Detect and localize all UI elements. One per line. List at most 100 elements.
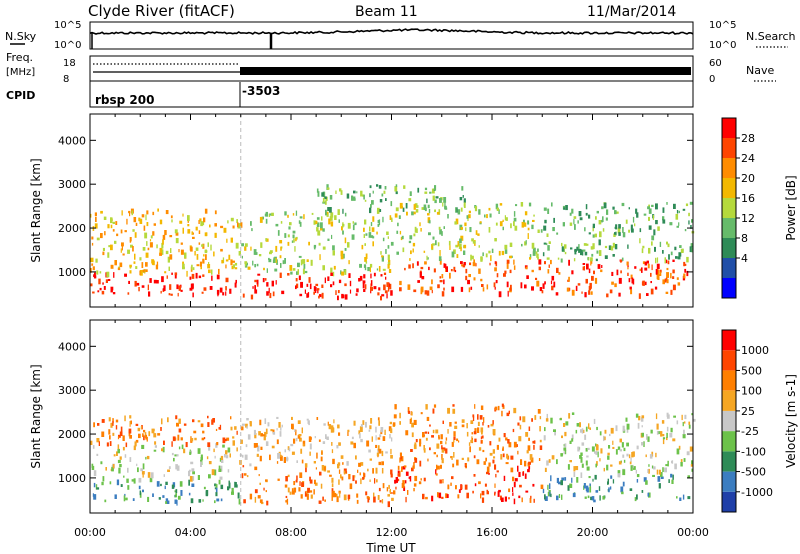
power-cell (96, 237, 100, 241)
power-cell (156, 244, 158, 249)
power-cell (578, 248, 582, 253)
power-cell (389, 283, 392, 290)
velocity-cell (522, 472, 524, 476)
power-cell (691, 219, 694, 223)
velocity-cell (585, 448, 588, 452)
velocity-cell (132, 498, 135, 501)
power-cell (189, 287, 193, 291)
velocity-cell (431, 435, 434, 438)
power-cell (488, 207, 491, 211)
power-cell (342, 208, 344, 214)
power-ylabel: Slant Range [km] (29, 158, 43, 262)
power-cell (246, 262, 248, 266)
power-cell (472, 240, 476, 244)
x-tick-label: 08:00 (275, 526, 307, 539)
velocity-cell (135, 423, 139, 426)
velocity-cell (473, 455, 476, 459)
power-cell (316, 288, 320, 291)
velocity-cell (237, 492, 240, 499)
velocity-cell (643, 441, 645, 447)
velocity-cell (585, 460, 588, 466)
velocity-cell (551, 455, 555, 460)
power-cell (509, 269, 512, 274)
power-cell (369, 263, 373, 268)
velocity-cell (399, 452, 402, 457)
velocity-cell (109, 481, 112, 485)
power-cell (327, 207, 330, 212)
power-cell (145, 269, 148, 272)
velocity-cell (571, 434, 574, 440)
power-cell (611, 271, 614, 276)
power-cell (471, 255, 474, 260)
power-cell (632, 278, 635, 285)
velocity-cell (408, 476, 411, 479)
power-cell (346, 193, 350, 199)
nsky-trace (89, 28, 694, 35)
velocity-cell (528, 465, 531, 470)
velocity-cell (474, 404, 476, 409)
power-cell (690, 243, 693, 248)
power-cell (299, 221, 302, 227)
velocity-cell (92, 445, 95, 449)
velocity-cell (422, 493, 425, 500)
power-cell (513, 221, 515, 227)
velocity-cell (297, 434, 301, 439)
velocity-cell (249, 463, 252, 467)
station-title: Clyde River (fitACF) (88, 2, 235, 20)
velocity-cell (367, 468, 369, 472)
power-cell (405, 203, 408, 209)
velocity-cell (437, 492, 439, 498)
power-cell (482, 287, 485, 292)
power-cell (447, 214, 449, 219)
velocity-cell (258, 431, 261, 436)
power-cell (601, 265, 603, 268)
power-cell (506, 263, 509, 269)
velocity-cell (163, 474, 165, 477)
velocity-cell (375, 467, 378, 474)
beam-label: Beam 11 (355, 4, 418, 20)
power-cell (496, 273, 499, 278)
power-cell (383, 284, 386, 291)
power-cell (651, 204, 654, 207)
power-cell (176, 284, 179, 290)
power-cell (628, 278, 631, 283)
velocity-cell (671, 460, 673, 464)
velocity-cell (257, 495, 261, 499)
power-cell (175, 232, 179, 236)
velocity-cell (610, 427, 614, 434)
velocity-cell (291, 416, 293, 420)
power-cell (655, 269, 658, 275)
velocity-cell (657, 476, 661, 482)
velocity-cell (441, 454, 443, 460)
velocity-cell (666, 426, 669, 432)
velocity-cell (496, 470, 499, 473)
velocity-cell (360, 424, 363, 428)
velocity-cell (425, 437, 428, 441)
power-cell (241, 255, 243, 259)
velocity-cell (445, 441, 447, 445)
velocity-cell (373, 496, 376, 503)
power-cell (527, 220, 530, 225)
velocity-cell (205, 490, 209, 496)
power-cell (432, 236, 435, 240)
power-cell (591, 253, 594, 257)
power-cell (586, 263, 589, 270)
velocity-cell (405, 496, 407, 503)
power-cell (563, 244, 567, 249)
power-cell (506, 259, 510, 264)
power-cell (495, 222, 498, 226)
velocity-cell (222, 444, 225, 448)
power-cell (431, 243, 434, 249)
velocity-cell (300, 494, 303, 499)
velocity-cell (618, 461, 622, 465)
power-colorbar-swatch (722, 198, 736, 218)
velocity-cell (373, 492, 375, 497)
velocity-cell (260, 502, 264, 505)
velocity-cell (213, 448, 215, 453)
power-cell (378, 219, 381, 226)
power-cell (650, 272, 652, 277)
velocity-cell (580, 452, 583, 456)
velocity-cell (299, 437, 302, 442)
velocity-cell (580, 457, 583, 463)
